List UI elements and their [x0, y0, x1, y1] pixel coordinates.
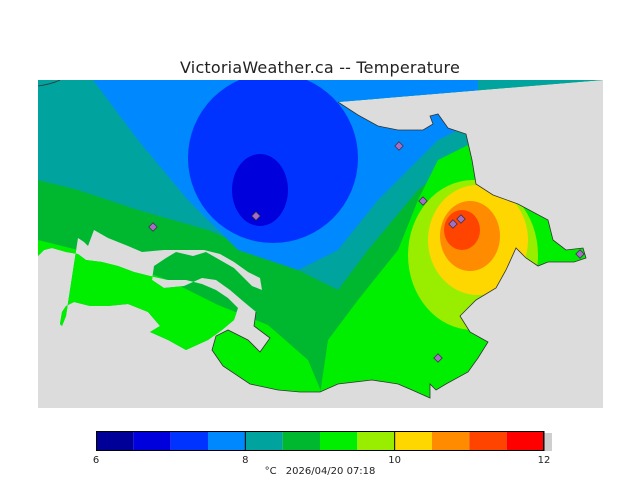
coastline — [211, 101, 587, 399]
legend-swatch — [133, 431, 171, 451]
station-marker[interactable] — [448, 219, 458, 229]
legend-swatch — [469, 431, 507, 451]
legend-swatch — [96, 431, 134, 451]
legend-shadow — [544, 433, 552, 451]
legend-swatch — [394, 431, 432, 451]
legend-tick-label: 8 — [242, 455, 249, 466]
legend-swatch — [170, 431, 208, 451]
station-marker[interactable] — [148, 222, 158, 232]
legend-swatch — [282, 431, 320, 451]
legend-swatch — [432, 431, 470, 451]
station-marker[interactable] — [433, 353, 443, 363]
station-marker[interactable] — [394, 141, 404, 151]
station-marker[interactable] — [456, 214, 466, 224]
station-marker[interactable] — [575, 249, 585, 259]
temperature-map — [38, 80, 603, 408]
legend-swatch — [506, 431, 544, 451]
chart-title: VictoriaWeather.ca -- Temperature — [180, 58, 460, 77]
timestamp-label: 2026/04/20 07:18 — [285, 466, 376, 477]
station-marker[interactable] — [251, 211, 261, 221]
color-legend-bar — [96, 431, 552, 451]
legend-tick-label: 12 — [537, 455, 551, 466]
legend-swatch — [208, 431, 246, 451]
station-markers — [148, 141, 585, 363]
station-marker[interactable] — [418, 196, 428, 206]
legend-caption: °C 2026/04/20 07:18 — [0, 466, 640, 477]
legend-swatch — [245, 431, 283, 451]
unit-label: °C — [264, 466, 277, 477]
legend-tick-label: 10 — [388, 455, 402, 466]
coastline-corner — [38, 80, 61, 87]
legend-tick-label: 6 — [92, 455, 100, 466]
legend-swatch — [320, 431, 358, 451]
legend-swatch — [357, 431, 395, 451]
